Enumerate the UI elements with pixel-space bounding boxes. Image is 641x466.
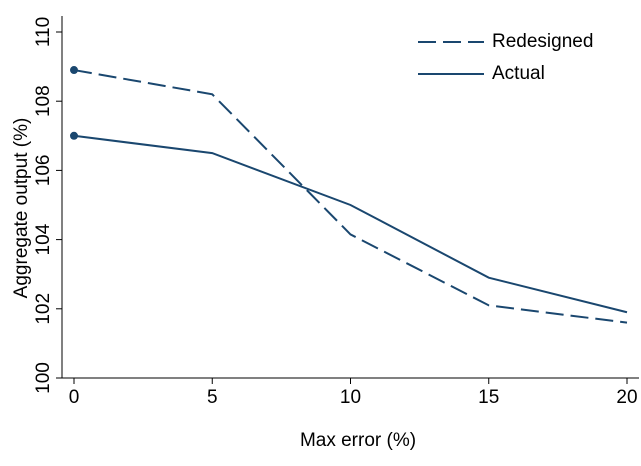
y-tick-label: 110 bbox=[33, 17, 54, 47]
x-tick-label: 20 bbox=[616, 387, 637, 408]
marker bbox=[70, 131, 78, 140]
x-tick-label: 5 bbox=[207, 387, 218, 408]
y-tick-label: 102 bbox=[33, 293, 54, 325]
y-axis-label: Aggregate output (%) bbox=[11, 118, 32, 299]
legend-label: Actual bbox=[492, 63, 545, 84]
marker bbox=[70, 66, 78, 75]
series-line bbox=[73, 134, 628, 314]
y-tick-label: 106 bbox=[33, 155, 54, 187]
x-tick-label: 0 bbox=[69, 387, 80, 408]
x-axis-label: Max error (%) bbox=[300, 430, 416, 451]
x-tick-label: 10 bbox=[340, 387, 361, 408]
y-tick-label: 100 bbox=[33, 362, 54, 394]
legend-label: Redesigned bbox=[492, 31, 593, 52]
y-tick-label: 104 bbox=[33, 223, 54, 255]
x-tick-label: 15 bbox=[478, 387, 499, 408]
series-line bbox=[73, 69, 628, 324]
y-tick-label: 108 bbox=[33, 85, 54, 117]
